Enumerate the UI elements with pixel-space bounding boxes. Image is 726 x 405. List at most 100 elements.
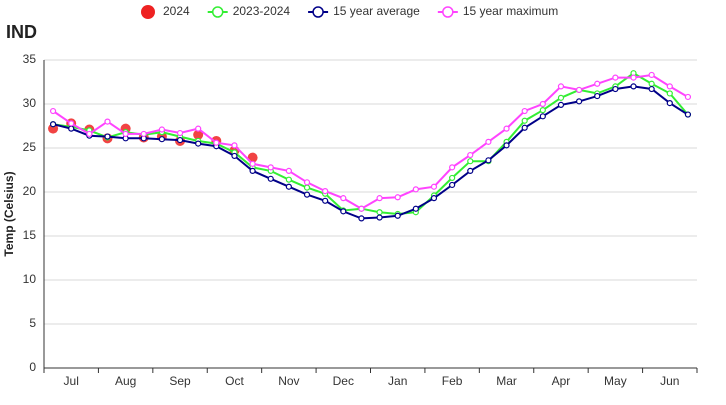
- y-tick-label: 0: [29, 360, 36, 374]
- data-point: [684, 93, 692, 101]
- data-point: [666, 100, 673, 107]
- data-point: [303, 191, 311, 198]
- y-tick-label: 15: [23, 228, 37, 242]
- data-point: [449, 164, 456, 171]
- data-point: [376, 209, 383, 216]
- x-tick-label: Dec: [333, 374, 354, 388]
- data-point: [231, 152, 238, 160]
- data-point: [68, 125, 75, 132]
- legend-marker: [141, 5, 155, 19]
- series-line: [52, 85, 689, 220]
- data-point: [140, 130, 147, 138]
- data-point: [49, 121, 57, 128]
- chart-title: IND: [6, 22, 37, 42]
- data-point: [503, 125, 510, 132]
- data-point: [376, 195, 383, 202]
- data-point: [666, 90, 673, 97]
- data-point: [122, 130, 129, 138]
- x-tick-label: Oct: [225, 374, 244, 388]
- x-tick-label: Nov: [278, 374, 299, 388]
- data-point: [358, 205, 365, 212]
- data-point: [267, 164, 274, 171]
- data-point: [630, 74, 637, 81]
- data-point: [557, 83, 565, 90]
- data-point: [467, 151, 474, 159]
- x-tick-label: Apr: [552, 374, 571, 388]
- y-tick-label: 20: [23, 184, 37, 198]
- legend-label: 15 year maximum: [463, 4, 558, 18]
- data-point: [158, 126, 166, 133]
- data-point: [594, 92, 601, 100]
- y-tick-label: 5: [29, 316, 36, 330]
- data-point: [49, 107, 57, 115]
- data-point: [612, 74, 619, 81]
- data-point: [303, 184, 311, 191]
- data-point: [430, 195, 438, 202]
- data-point: [340, 208, 347, 215]
- data-point: [340, 195, 347, 202]
- legend-marker: [211, 6, 224, 18]
- x-tick-label: Jan: [388, 374, 407, 388]
- data-point: [376, 214, 383, 221]
- y-tick-label: 10: [23, 272, 37, 286]
- data-point: [449, 174, 456, 182]
- data-point: [86, 130, 93, 138]
- data-point: [521, 107, 528, 115]
- legend-marker: [442, 6, 454, 18]
- data-point: [213, 139, 220, 146]
- data-point: [394, 194, 401, 201]
- data-point: [358, 215, 365, 222]
- y-tick-label: 35: [23, 52, 37, 66]
- data-point: [285, 167, 292, 174]
- data-point: [176, 136, 184, 144]
- data-point: [412, 205, 419, 212]
- data-point: [648, 71, 655, 79]
- data-point: [557, 101, 565, 108]
- data-point: [249, 167, 256, 174]
- x-tick-label: Mar: [496, 374, 517, 388]
- y-tick-label: 30: [23, 96, 37, 110]
- legend-label: 15 year average: [333, 4, 420, 18]
- data-point: [521, 124, 528, 131]
- data-point: [503, 142, 510, 149]
- data-point: [68, 120, 75, 127]
- data-point: [575, 98, 583, 105]
- data-point: [539, 100, 546, 108]
- data-point: [176, 129, 184, 137]
- x-tick-label: Sep: [169, 374, 191, 388]
- data-point: [648, 85, 655, 93]
- x-tick-label: May: [604, 374, 627, 388]
- data-point: [231, 142, 238, 149]
- data-point: [485, 157, 492, 164]
- data-point: [412, 186, 419, 193]
- data-point: [104, 133, 111, 140]
- x-tick-label: Aug: [115, 374, 136, 388]
- data-point: [612, 85, 619, 93]
- data-point: [322, 197, 329, 204]
- data-point: [485, 138, 492, 145]
- data-point: [104, 118, 111, 125]
- data-point: [594, 80, 601, 87]
- legend-label: 2024: [163, 4, 190, 18]
- legend-marker: [312, 6, 324, 18]
- data-point: [684, 111, 692, 118]
- data-point: [539, 107, 546, 114]
- data-point: [193, 129, 204, 140]
- data-point: [467, 167, 474, 174]
- data-point: [285, 183, 292, 190]
- x-tick-label: Jul: [64, 374, 79, 388]
- series-line: [52, 73, 689, 210]
- x-tick-label: Feb: [442, 374, 463, 388]
- data-point: [285, 176, 292, 183]
- x-tick-label: Jun: [660, 374, 679, 388]
- data-point: [557, 94, 565, 101]
- data-point: [539, 113, 546, 120]
- data-point: [322, 188, 329, 195]
- data-point: [195, 125, 202, 132]
- data-point: [48, 123, 59, 134]
- data-point: [575, 86, 583, 94]
- series-line: [52, 72, 689, 216]
- y-tick-label: 25: [23, 140, 37, 154]
- data-point: [267, 175, 274, 182]
